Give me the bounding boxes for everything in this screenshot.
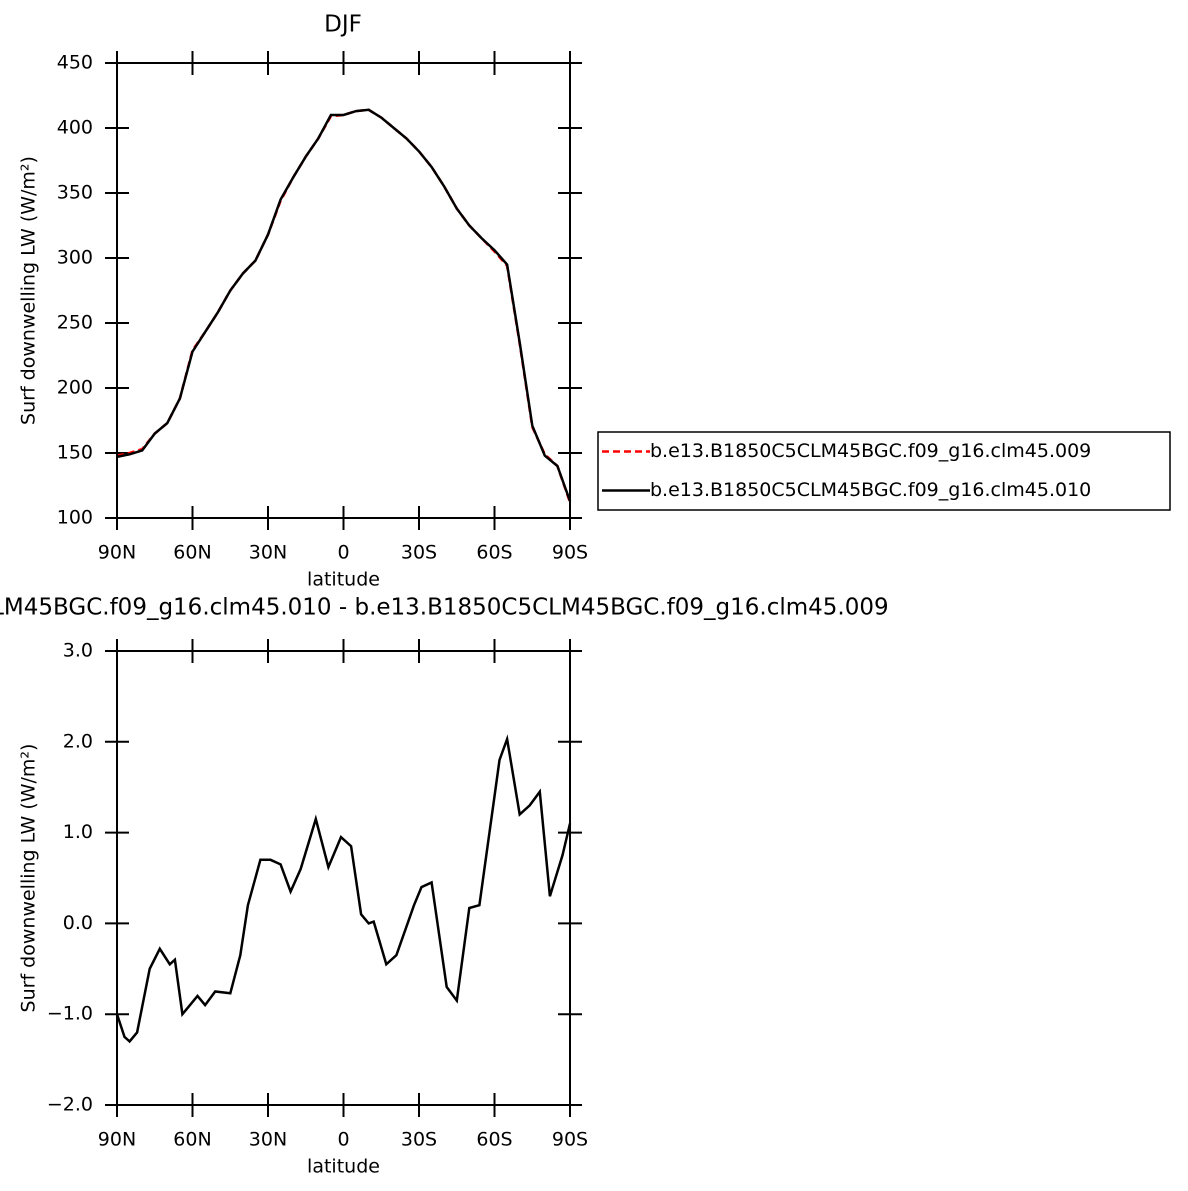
x-tick-label: 0 (337, 542, 349, 564)
y-tick-label: 350 (57, 182, 93, 204)
plot-frame (116, 650, 571, 1106)
plot-frame (116, 62, 571, 519)
x-axis-label: latitude (307, 569, 380, 591)
x-tick-label: 30S (401, 1129, 437, 1151)
y-tick-label: 250 (57, 312, 93, 334)
y-tick-label: 100 (57, 507, 93, 529)
x-tick-label: 60S (476, 542, 512, 564)
chart-title: DJF (324, 12, 362, 38)
x-tick-label: 0 (337, 1129, 349, 1151)
y-tick-label: 300 (57, 247, 93, 269)
y-axis-label: Surf downwelling LW (W/m²) (18, 156, 40, 425)
x-tick-label: 30S (401, 542, 437, 564)
data-line (116, 108, 572, 503)
x-tick-label: 90N (98, 542, 136, 564)
y-tick-label: 1.0 (63, 821, 93, 843)
x-tick-label: 60N (173, 1129, 211, 1151)
y-tick-label: −2.0 (47, 1094, 93, 1116)
legend-label: b.e13.B1850C5CLM45BGC.f09_g16.clm45.010 (650, 479, 1091, 501)
x-tick-label: 90S (552, 1129, 588, 1151)
legend-label: b.e13.B1850C5CLM45BGC.f09_g16.clm45.009 (650, 440, 1091, 462)
x-axis-label: latitude (307, 1156, 380, 1178)
data-line (115, 734, 572, 1044)
y-tick-label: 400 (57, 117, 93, 139)
legend-box (597, 431, 1171, 511)
x-tick-label: 90N (98, 1129, 136, 1151)
x-tick-label: 60S (476, 1129, 512, 1151)
chart-title: b.e13.B1850C5CLM45BGC.f09_g16.clm45.010 … (0, 595, 889, 621)
y-tick-label: 450 (57, 52, 93, 74)
x-tick-label: 30N (249, 1129, 287, 1151)
y-tick-label: 200 (57, 377, 93, 399)
y-tick-label: 3.0 (63, 640, 93, 662)
data-line (116, 108, 572, 502)
x-tick-label: 30N (249, 542, 287, 564)
x-tick-label: 90S (552, 542, 588, 564)
y-tick-label: 150 (57, 442, 93, 464)
x-tick-label: 60N (173, 542, 211, 564)
y-tick-label: 0.0 (63, 912, 93, 934)
y-tick-label: −1.0 (47, 1003, 93, 1025)
y-axis-label: Surf downwelling LW (W/m²) (18, 744, 40, 1013)
y-tick-label: 2.0 (63, 730, 93, 752)
